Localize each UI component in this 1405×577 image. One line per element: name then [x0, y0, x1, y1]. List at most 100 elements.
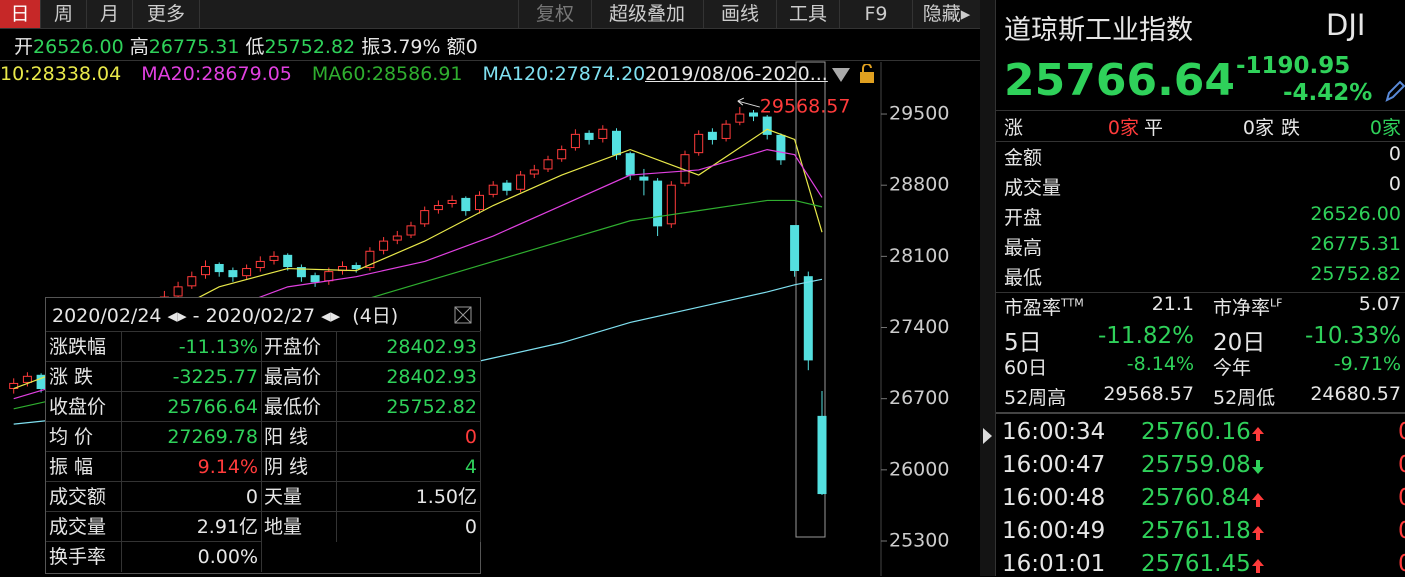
tick-volume: 0 [1398, 452, 1405, 478]
stat-value: 25766.64 [121, 391, 262, 422]
y-tick-label: 28100 [889, 245, 949, 267]
tab[interactable]: 画线 [704, 0, 777, 28]
stat-value: 1.50亿 [336, 481, 481, 512]
stat-label: 开盘 [1004, 207, 1043, 229]
header: 2020/02/24 ◂▸ - 2020/02/27 ◂▸ (4日) [52, 305, 399, 327]
candle-body [255, 260, 265, 269]
stat-value: 25752.82 [1310, 263, 1401, 285]
ratio-value: -8.14% [1126, 353, 1194, 375]
candle-body [529, 169, 539, 175]
y-tick-label: 27400 [889, 316, 949, 338]
candle-body [584, 132, 594, 140]
tab[interactable]: 隐藏▸ [922, 3, 971, 25]
tab-label: 隐藏 [922, 3, 961, 25]
y-tick-label: 26000 [889, 458, 949, 480]
ratio-label: 52周高 [1004, 387, 1067, 409]
candle-body [570, 133, 580, 149]
candle-body [557, 149, 567, 160]
superscript: TTM [1061, 296, 1084, 310]
divider [996, 412, 1405, 414]
candle-body [803, 276, 813, 361]
value: 26526.00 [33, 36, 124, 58]
tick-time: 16:01:01 [1002, 551, 1106, 577]
edit-icon[interactable] [1384, 80, 1405, 104]
stat-value: 4 [336, 451, 481, 482]
stat-value: 28402.93 [336, 331, 481, 362]
divider [996, 292, 1405, 293]
splitter[interactable] [980, 0, 995, 576]
stat-label: 成交量 [1004, 177, 1062, 199]
tab[interactable]: 周 [41, 0, 87, 28]
candle-body [296, 267, 306, 278]
candle-body [269, 255, 279, 261]
tab[interactable]: 月 [87, 0, 133, 28]
end-date: 2020/02/27 [205, 305, 316, 327]
tab[interactable]: 更多 [133, 0, 200, 28]
candle-body [707, 131, 717, 140]
candle-body [351, 265, 361, 270]
candle-body [447, 199, 457, 204]
ratio-label: 20日 [1213, 330, 1266, 356]
tab[interactable]: 超级叠加 [591, 0, 704, 28]
candle-body [461, 197, 471, 212]
stat-label: 最高价 [261, 361, 337, 392]
candle-body [776, 134, 786, 161]
stat-label: 最低价 [261, 391, 337, 422]
tab[interactable]: 复权 [518, 0, 592, 28]
range-label[interactable]: 2019/08/06-2020... [645, 63, 828, 85]
legend-entry: MA120:27874.20 [482, 63, 646, 85]
tick-volume: 0 [1398, 551, 1405, 577]
breadth-value: 0家 [1242, 117, 1274, 139]
change-pct: -4.42% [1283, 80, 1373, 106]
tick-price: 25759.08 [1141, 452, 1251, 478]
stat-label: 阴 线 [261, 451, 337, 482]
close-button[interactable] [454, 306, 472, 324]
candle-body [488, 184, 498, 195]
stat-label: 涨跌幅 [46, 331, 122, 362]
legend-entry: MA20:28679.05 [141, 63, 292, 85]
label: 高 [129, 36, 149, 58]
tab[interactable]: 日 [0, 0, 41, 28]
y-tick-label: 25300 [889, 530, 949, 552]
breadth-label: 平 [1144, 117, 1164, 139]
candle-body [516, 174, 526, 190]
candle-body [379, 240, 389, 251]
stat-value: 0 [121, 481, 262, 512]
splitter-arrow[interactable] [983, 428, 992, 444]
quote-line: 开26526.00 高26775.31 低25752.82 振3.79% 额0 [14, 32, 478, 59]
stat-label: 成交额 [46, 481, 122, 512]
index-name: 道琼斯工业指数 [1004, 15, 1193, 46]
breadth-value: 0家 [1107, 117, 1139, 139]
candle-body [612, 130, 621, 156]
candle-body [201, 266, 210, 276]
candle-body [666, 184, 676, 225]
tab[interactable]: F9 [840, 0, 913, 28]
candle-body [420, 210, 430, 225]
stat-label: 开盘价 [261, 331, 337, 362]
tick-time: 16:00:47 [1002, 452, 1106, 478]
stat-value: 0 [336, 421, 481, 452]
breadth-label: 跌 [1281, 117, 1301, 139]
divider [0, 60, 980, 61]
ratio-label: 5日 [1004, 330, 1042, 356]
label: 额 [446, 36, 466, 58]
tick-price: 25761.18 [1141, 518, 1251, 544]
tick-price: 25760.84 [1141, 485, 1251, 511]
candle-body [502, 182, 512, 191]
breadth-label: 涨 [1004, 117, 1024, 139]
tick-arrow [1252, 427, 1264, 441]
stat-label: 地量 [261, 511, 337, 542]
candle-body [242, 268, 252, 277]
label: 低 [245, 36, 265, 58]
stat-label: 换手率 [46, 541, 122, 572]
tick-volume: 0 [1398, 419, 1405, 445]
stat-value: 26526.00 [1310, 203, 1401, 225]
stat-value: 0 [336, 511, 481, 542]
candle-body [365, 250, 375, 269]
selection-box [795, 61, 826, 538]
tab[interactable]: 工具 [777, 0, 840, 28]
ratio-label: 市净率LF [1213, 296, 1283, 319]
price: 25766.64 [1004, 55, 1236, 106]
candle-body [721, 123, 731, 139]
